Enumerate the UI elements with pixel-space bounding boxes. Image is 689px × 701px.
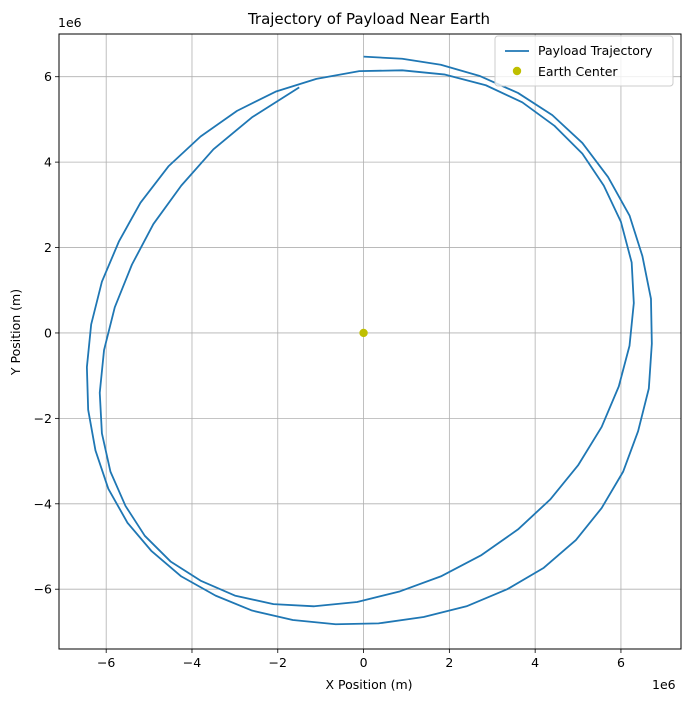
chart-title: Trajectory of Payload Near Earth	[247, 10, 490, 28]
y-axis-label: Y Position (m)	[8, 289, 23, 376]
x-tick-label: 0	[360, 655, 368, 670]
payload-trajectory-line	[85, 55, 653, 626]
x-tick-label: 4	[531, 655, 539, 670]
legend-label-earth-center: Earth Center	[538, 64, 618, 79]
y-tick-label: −2	[34, 411, 52, 426]
y-tick-label: 4	[44, 155, 52, 170]
y-offset-label: 1e6	[58, 15, 82, 30]
y-tick-label: 6	[44, 69, 52, 84]
y-tick-label: −6	[34, 582, 52, 597]
legend-point-swatch	[512, 66, 522, 76]
x-tick-label: −4	[183, 655, 201, 670]
axes-frame	[58, 33, 682, 650]
earth-center-point	[359, 328, 368, 338]
legend: Payload Trajectory Earth Center	[494, 35, 674, 87]
y-tick-label: −4	[34, 496, 52, 511]
y-tick-label: 0	[44, 325, 52, 340]
y-tick-label: 2	[44, 240, 52, 255]
ticks: −6 −4 −2 0 2 4 6 −6 −4 −2 0 2 4 6	[34, 69, 625, 670]
legend-box	[494, 35, 674, 87]
x-tick-label: −6	[97, 655, 115, 670]
x-tick-label: 6	[617, 655, 625, 670]
x-offset-label: 1e6	[652, 677, 676, 692]
plot-area	[85, 55, 653, 626]
x-axis-label: X Position (m)	[325, 677, 412, 692]
x-tick-label: 2	[445, 655, 453, 670]
x-tick-label: −2	[269, 655, 287, 670]
grid	[59, 34, 681, 649]
legend-label-trajectory: Payload Trajectory	[538, 43, 653, 58]
